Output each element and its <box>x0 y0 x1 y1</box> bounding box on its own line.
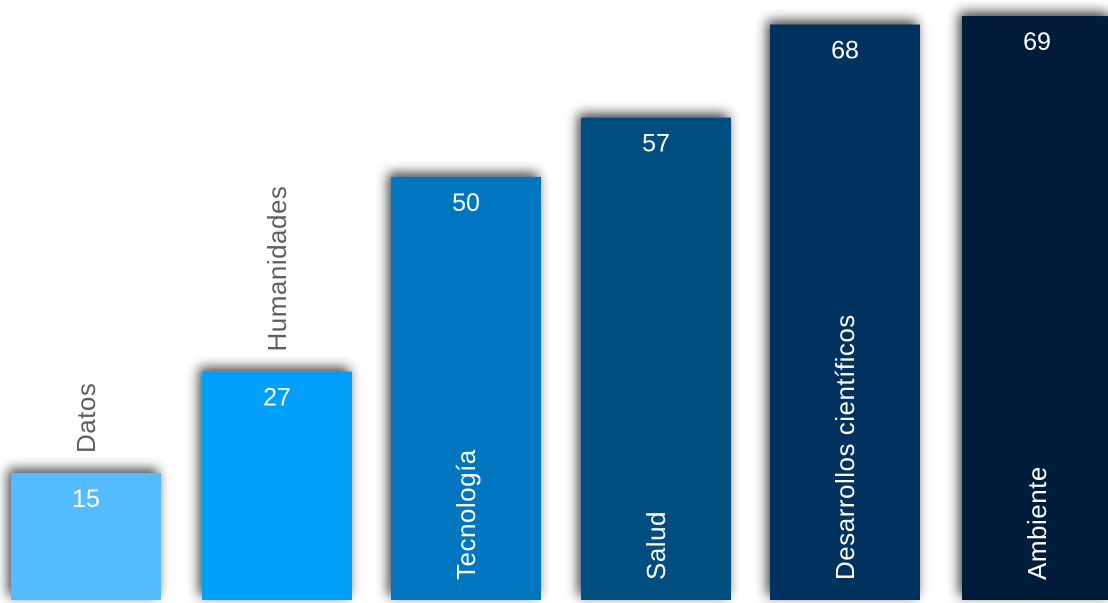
bar-salud <box>581 117 731 600</box>
category-label-tecnologia: Tecnología <box>451 449 481 580</box>
value-label-humanidades: 27 <box>263 383 291 411</box>
bar-datos <box>11 473 161 600</box>
value-label-datos: 15 <box>72 485 100 513</box>
value-label-tecnologia: 50 <box>452 189 480 217</box>
category-label-desarrollos-cientificos: Desarrollos científicos <box>830 314 860 580</box>
bar-ambiente <box>962 16 1108 601</box>
value-label-salud: 57 <box>642 130 670 158</box>
category-label-datos: Datos <box>71 383 101 453</box>
category-label-salud: Salud <box>641 511 671 580</box>
bar-tecnologia <box>391 176 541 600</box>
labels-layer: 15 Datos 27 Humanidades 50 Tecnología 57 Salud 6… <box>71 28 1052 580</box>
category-label-ambiente: Ambiente <box>1022 466 1052 580</box>
bar-humanidades <box>202 371 352 600</box>
value-label-ambiente: 69 <box>1023 28 1051 56</box>
value-label-desarrollos-cientificos: 68 <box>831 37 859 65</box>
bars-layer <box>11 16 1108 601</box>
bar-desarrollos-cientificos <box>770 24 920 601</box>
category-label-humanidades: Humanidades <box>262 186 292 352</box>
